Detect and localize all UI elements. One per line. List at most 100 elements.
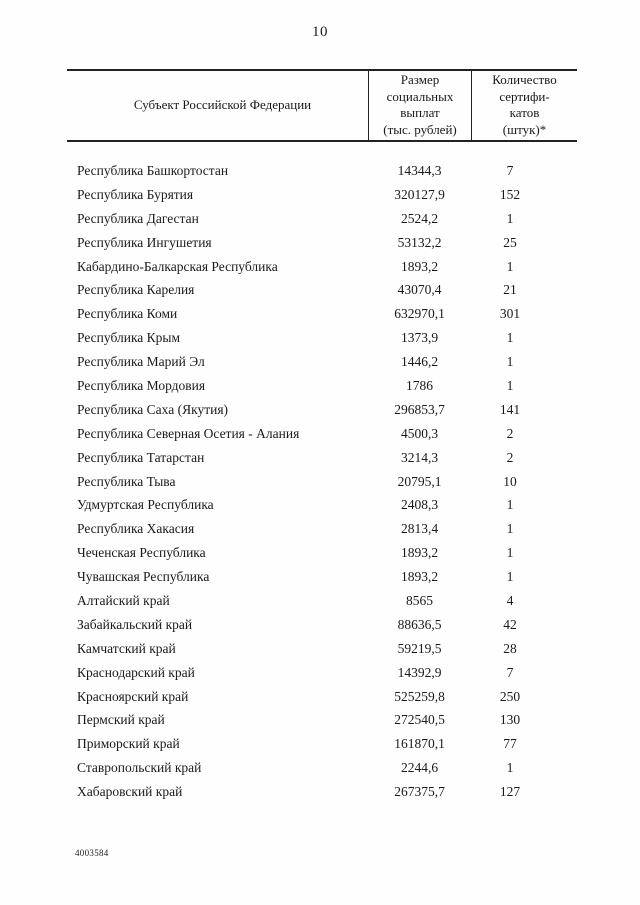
cell-amount: 1373,9	[400, 330, 439, 346]
cell-region: Хабаровский край	[77, 784, 183, 800]
cell-amount: 272540,5	[394, 712, 445, 728]
table-row: Удмуртская Республика 2408,3 1	[67, 493, 577, 517]
cell-count: 2	[506, 449, 514, 465]
cell-amount: 53132,2	[397, 234, 442, 250]
table-row: Алтайский край 8565 4	[67, 589, 577, 613]
column-header-region: Субъект Российской Федерации	[133, 96, 312, 112]
document-code: 4003584	[75, 848, 109, 858]
cell-region: Удмуртская Республика	[77, 497, 214, 513]
cell-count: 127	[499, 784, 521, 800]
cell-amount: 267375,7	[394, 784, 445, 800]
cell-count: 42	[503, 616, 517, 632]
cell-amount: 14392,9	[397, 664, 442, 680]
cell-region: Республика Северная Осетия - Алания	[77, 425, 300, 441]
cell-region: Чувашская Республика	[77, 569, 210, 585]
cell-amount: 88636,5	[397, 616, 442, 632]
cell-count: 21	[503, 282, 517, 298]
column-header-amount: Размер социальных выплат (тыс. рублей)	[368, 71, 471, 140]
table-row: Республика Ингушетия 53132,2 25	[67, 231, 577, 255]
table-row: Чеченская Республика 1893,2 1	[67, 541, 577, 565]
cell-amount: 59219,5	[397, 640, 442, 656]
cell-amount: 1786	[406, 377, 433, 393]
cell-count: 1	[506, 354, 514, 370]
column-header-count: Количество сертифи- катов (штук)*	[471, 71, 577, 140]
cell-amount: 3214,3	[400, 449, 439, 465]
cell-region: Чеченская Республика	[77, 545, 206, 561]
cell-count: 77	[503, 736, 517, 752]
cell-region: Республика Бурятия	[77, 186, 194, 202]
cell-amount: 43070,4	[397, 282, 442, 298]
cell-region: Республика Карелия	[77, 282, 195, 298]
cell-amount: 2813,4	[400, 521, 439, 537]
cell-count: 10	[503, 473, 517, 489]
table-row: Хабаровский край 267375,7 127	[67, 780, 577, 804]
table-row: Красноярский край 525259,8 250	[67, 685, 577, 709]
cell-amount: 1893,2	[400, 258, 439, 274]
cell-count: 301	[499, 306, 521, 322]
cell-region: Республика Марий Эл	[77, 354, 205, 370]
cell-count: 141	[499, 401, 521, 417]
table-row: Республика Карелия 43070,4 21	[67, 278, 577, 302]
table-row: Ставропольский край 2244,6 1	[67, 756, 577, 780]
table-row: Кабардино-Балкарская Республика 1893,2 1	[67, 255, 577, 279]
cell-region: Ставропольский край	[77, 760, 202, 776]
cell-count: 1	[506, 330, 514, 346]
cell-region: Алтайский край	[77, 592, 170, 608]
cell-region: Республика Башкортостан	[77, 162, 229, 178]
table-row: Республика Коми 632970,1 301	[67, 302, 577, 326]
cell-amount: 2244,6	[400, 760, 439, 776]
cell-region: Республика Коми	[77, 306, 178, 322]
table-row: Республика Мордовия 1786 1	[67, 374, 577, 398]
table-row: Республика Башкортостан 14344,3 7	[67, 159, 577, 183]
table-row: Республика Северная Осетия - Алания 4500,…	[67, 422, 577, 446]
table-row: Забайкальский край 88636,5 42	[67, 613, 577, 637]
cell-amount: 161870,1	[394, 736, 445, 752]
table-row: Чувашская Республика 1893,2 1	[67, 565, 577, 589]
cell-count: 1	[506, 377, 514, 393]
cell-amount: 1893,2	[400, 569, 439, 585]
cell-count: 2	[506, 425, 514, 441]
cell-amount: 8565	[406, 592, 433, 608]
cell-count: 1	[506, 497, 514, 513]
cell-amount: 632970,1	[394, 306, 445, 322]
cell-count: 1	[506, 545, 514, 561]
cell-count: 7	[506, 664, 514, 680]
cell-count: 1	[506, 258, 514, 274]
table-body: Республика Башкортостан 14344,3 7 Республик…	[67, 142, 577, 804]
cell-amount: 1446,2	[400, 354, 439, 370]
table-header-row: Субъект Российской Федерации Размер соци…	[67, 69, 577, 142]
cell-count: 1	[506, 569, 514, 585]
cell-region: Республика Мордовия	[77, 377, 206, 393]
cell-region: Республика Ингушетия	[77, 234, 212, 250]
cell-count: 1	[506, 521, 514, 537]
cell-amount: 525259,8	[394, 688, 445, 704]
table-row: Республика Саха (Якутия) 296853,7 141	[67, 398, 577, 422]
cell-region: Приморский край	[77, 736, 180, 752]
cell-region: Красноярский край	[77, 688, 189, 704]
cell-amount: 14344,3	[397, 162, 442, 178]
table-row: Краснодарский край 14392,9 7	[67, 661, 577, 685]
table-row: Республика Хакасия 2813,4 1	[67, 517, 577, 541]
table-row: Республика Дагестан 2524,2 1	[67, 207, 577, 231]
table-row: Республика Марий Эл 1446,2 1	[67, 350, 577, 374]
cell-count: 7	[506, 162, 514, 178]
cell-count: 250	[499, 688, 521, 704]
cell-region: Забайкальский край	[77, 616, 193, 632]
cell-amount: 2408,3	[400, 497, 439, 513]
cell-count: 4	[506, 592, 514, 608]
cell-region: Республика Татарстан	[77, 449, 205, 465]
table-row: Пермский край 272540,5 130	[67, 708, 577, 732]
table-row: Республика Бурятия 320127,9 152	[67, 183, 577, 207]
cell-amount: 320127,9	[394, 186, 445, 202]
cell-region: Республика Тыва	[77, 473, 176, 489]
cell-count: 152	[499, 186, 521, 202]
cell-count: 25	[503, 234, 517, 250]
cell-count: 1	[506, 210, 514, 226]
cell-count: 1	[506, 760, 514, 776]
cell-region: Пермский край	[77, 712, 165, 728]
cell-region: Кабардино-Балкарская Республика	[77, 258, 278, 274]
cell-region: Краснодарский край	[77, 664, 195, 680]
table-row: Камчатский край 59219,5 28	[67, 637, 577, 661]
page-number: 10	[312, 24, 328, 40]
